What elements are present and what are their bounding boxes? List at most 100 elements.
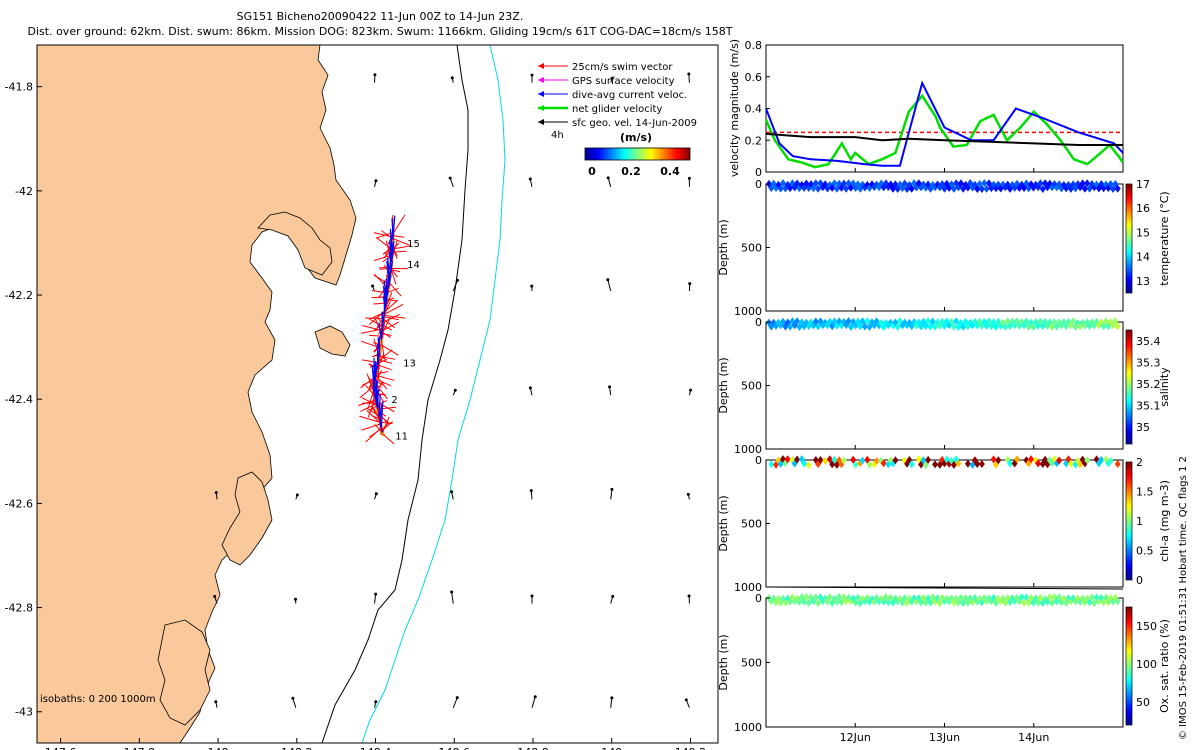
section-y-tick-label: 1000 [734, 721, 762, 734]
map-x-tick-label: 148.4 [360, 746, 392, 750]
profile-marker [1084, 456, 1091, 465]
profile-marker [845, 317, 852, 326]
colorbar-label: salinity [1158, 367, 1171, 407]
profile-marker [1079, 179, 1086, 188]
swim-vector [390, 268, 398, 278]
profile-marker [859, 456, 866, 465]
section-panel: 0 500 1000 Depth (m) 0 0.5 1 1.5 2 chl-a (mg m-3) [717, 454, 1171, 594]
swim-vector [375, 374, 395, 381]
profile-marker [866, 323, 873, 331]
sfc-vector-head [533, 695, 537, 699]
sfc-vector-head [529, 489, 533, 493]
colorbar-label: chl-a (mg m-3) [1158, 480, 1171, 562]
profile-marker [787, 322, 794, 331]
colorbar-tick-label: 2 [1136, 456, 1143, 469]
colorbar-tick-label: 0 [1136, 574, 1143, 587]
profile-marker [831, 455, 838, 464]
swim-vector [386, 299, 397, 302]
colorbar-tick-label: 16 [1136, 202, 1150, 215]
tasman-peninsula [157, 619, 211, 726]
sfc-vector-head [455, 696, 459, 700]
profile-marker [777, 184, 784, 193]
sfc-vector-head [684, 698, 688, 702]
profile-marker [817, 456, 824, 464]
profile-marker [1014, 455, 1020, 464]
profile-marker [854, 593, 861, 602]
profile-marker [1028, 455, 1035, 464]
section-axes [765, 597, 1124, 728]
swim-vector [359, 415, 381, 423]
sfc-vector-head [374, 179, 378, 183]
profile-marker [1091, 599, 1098, 608]
velocity-series-blue [765, 80, 1124, 167]
chart-title: SG151 Bicheno20090422 11-Jun 00Z to 14-J… [236, 10, 524, 23]
map-x-tick-label: 148.2 [281, 746, 313, 750]
profile-marker [1107, 457, 1114, 465]
sfc-vector-head [689, 388, 693, 392]
dac-vector [380, 401, 384, 427]
sfc-vector-head [610, 76, 614, 80]
profile-marker [1110, 185, 1116, 193]
swim-vector [387, 287, 399, 293]
swim-vector [371, 393, 376, 410]
profile-marker [1046, 593, 1053, 602]
profile-marker [768, 460, 775, 469]
profile-marker [810, 184, 817, 193]
sfc-vector-head [687, 176, 691, 180]
profile-marker [929, 317, 936, 326]
colorbar-tick-label: 15 [1136, 226, 1150, 239]
dac-vector [386, 279, 389, 294]
sfc-vector [449, 177, 454, 188]
map-x-tick-label: 148.6 [439, 746, 471, 750]
profile-marker [883, 593, 889, 601]
sfc-vector-head [373, 73, 377, 77]
profile-marker [1035, 459, 1042, 468]
swim-vector [392, 238, 411, 246]
profile-marker [1114, 322, 1121, 331]
dac-vector [382, 285, 387, 305]
sfc-vector [610, 489, 613, 500]
sfc-vector-head [293, 597, 297, 601]
velocity-y-tick-label: 0.6 [745, 71, 763, 84]
profile-marker [1037, 593, 1044, 602]
colorbar-tick: 0 [588, 165, 596, 178]
sfc-vector-head [687, 594, 691, 598]
sfc-vector [531, 696, 536, 708]
section-axes [765, 321, 1124, 450]
profile-marker [927, 598, 934, 607]
profile-marker [805, 461, 812, 469]
sfc-vector-head [528, 386, 532, 390]
colorbar-tick-label: 17 [1136, 178, 1150, 191]
sfc-vector-head [213, 594, 217, 598]
swim-vector [384, 291, 393, 310]
profile-marker [1107, 180, 1114, 188]
profile-marker [1023, 593, 1030, 602]
dac-vector [390, 238, 393, 254]
profile-marker [986, 317, 992, 326]
velocity-series-green [764, 93, 1125, 169]
profile-marker [1114, 460, 1121, 468]
maria-island [221, 471, 273, 566]
colorbar-tick-label: 35.4 [1136, 335, 1161, 348]
legend-arrowhead [538, 77, 544, 83]
swim-vector [361, 423, 381, 431]
sfc-vector-head [608, 385, 612, 389]
profile-marker [822, 457, 829, 465]
profile-marker [978, 185, 985, 193]
section-y-tick-label: 0 [755, 178, 762, 191]
section-ylabel: Depth (m) [717, 357, 730, 413]
sfc-vector-head [606, 176, 610, 180]
sfc-vector-head [374, 592, 378, 596]
swim-vector [382, 433, 395, 445]
profile-marker [953, 317, 960, 326]
isobath-200 [321, 45, 469, 743]
day-label: 2 [391, 395, 397, 406]
profile-marker [812, 179, 819, 188]
profile-marker [1100, 322, 1107, 331]
profile-marker [957, 593, 964, 602]
profile-marker [857, 322, 864, 331]
sfc-vector-head [610, 696, 614, 700]
profile-marker [955, 598, 962, 607]
map-y-tick-label: -42.4 [5, 393, 33, 406]
swim-vector [390, 269, 397, 285]
